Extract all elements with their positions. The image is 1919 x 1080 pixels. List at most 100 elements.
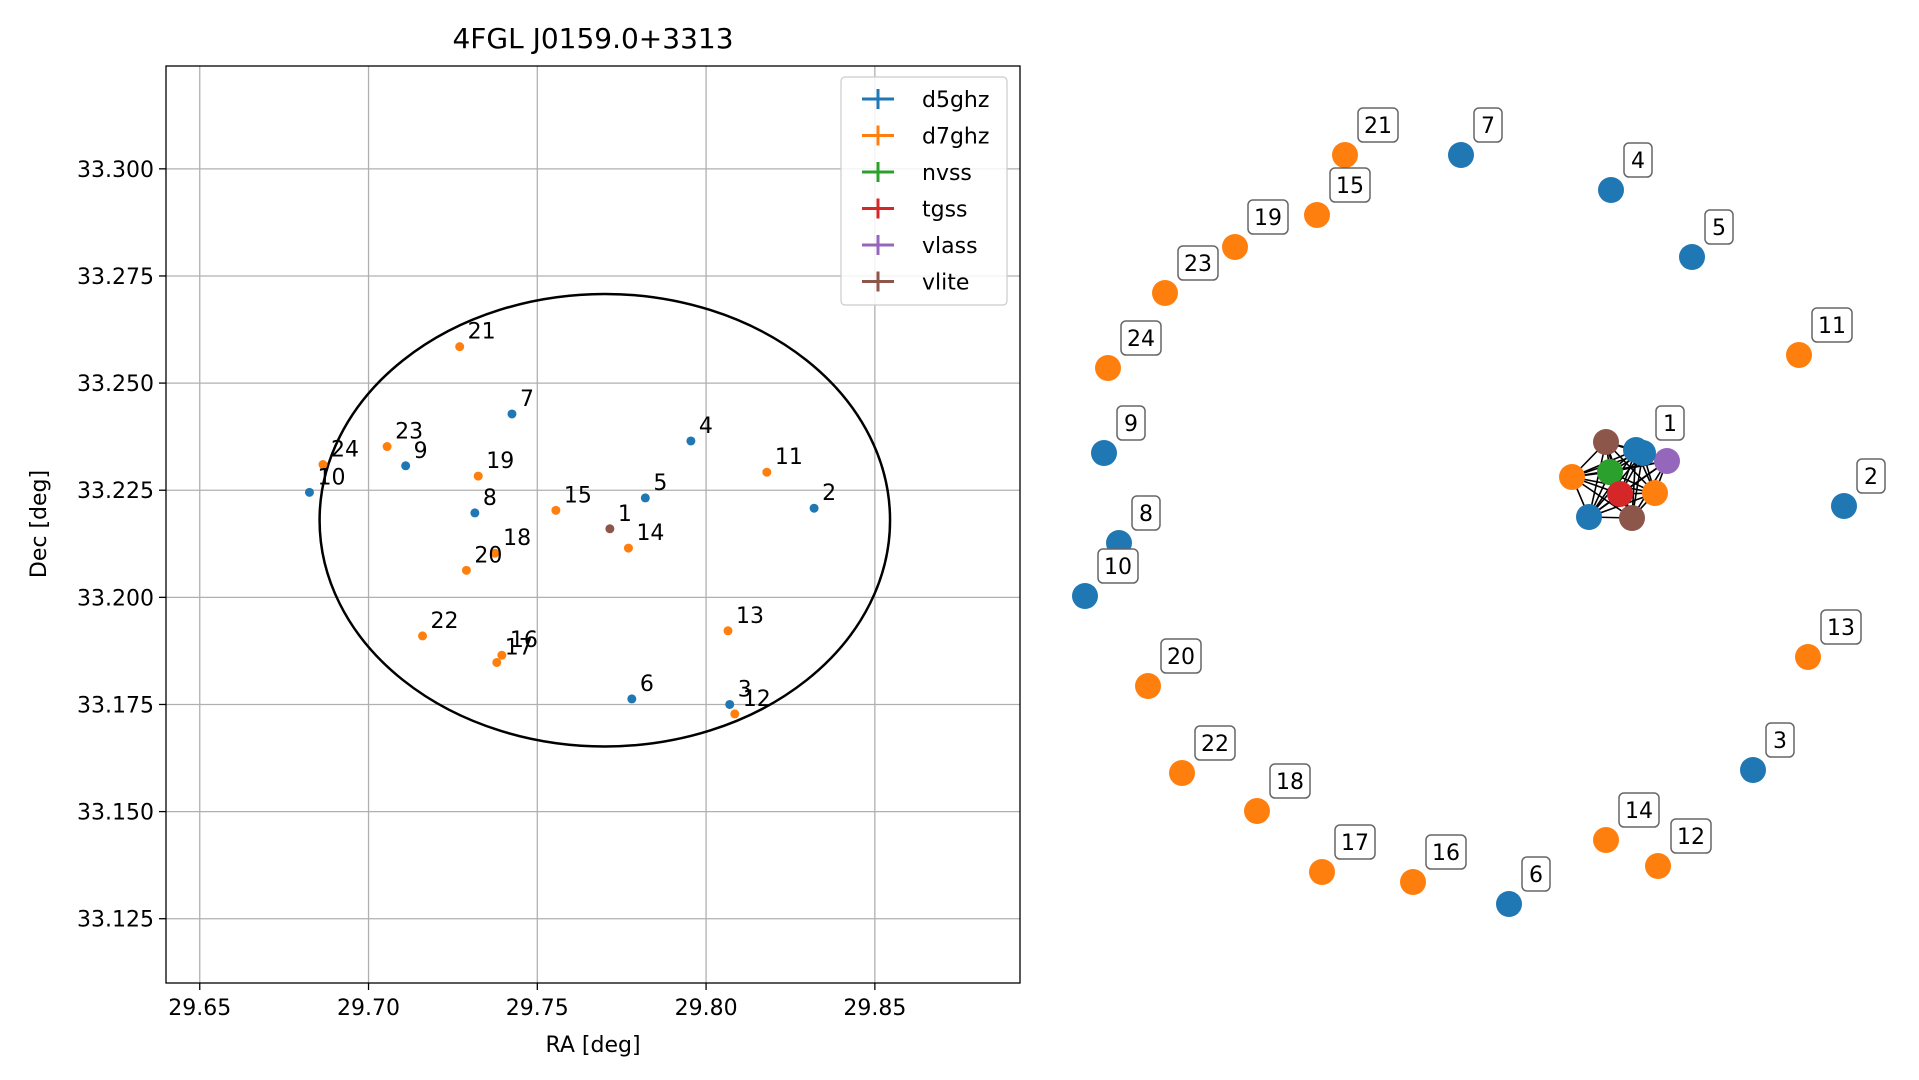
legend-entry-vlite: vlite bbox=[922, 271, 969, 296]
node-label-box bbox=[1765, 722, 1795, 758]
network-node-2 bbox=[1831, 493, 1857, 519]
legend-entry-d7ghz: d7ghz bbox=[922, 125, 989, 150]
network-node-label-24: 24 bbox=[1120, 320, 1162, 356]
node-label-text: 23 bbox=[1184, 252, 1212, 277]
network-node-label-20: 20 bbox=[1160, 638, 1202, 674]
network-node-12 bbox=[1645, 853, 1671, 879]
node-label-box bbox=[1334, 824, 1376, 860]
node-label-box bbox=[1097, 548, 1139, 584]
network-node-18 bbox=[1244, 798, 1270, 824]
node-label-text: 5 bbox=[1712, 216, 1726, 241]
node-label-box bbox=[1623, 142, 1653, 178]
network-node-9 bbox=[1091, 440, 1117, 466]
network-node-label-14: 14 bbox=[1618, 792, 1660, 828]
node-label-box bbox=[1120, 320, 1162, 356]
node-label-text: 16 bbox=[1432, 841, 1460, 866]
scatter-point-23 bbox=[382, 442, 392, 452]
network-node-label-12: 12 bbox=[1670, 818, 1712, 854]
node-label-box bbox=[1655, 405, 1685, 441]
node-label-text: 24 bbox=[1127, 327, 1155, 352]
scatter-point-label-16: 16 bbox=[510, 628, 538, 653]
network-node-11 bbox=[1786, 342, 1812, 368]
node-label-box bbox=[1704, 209, 1734, 245]
scatter-point-24 bbox=[318, 460, 328, 470]
scatter-point-21 bbox=[455, 342, 465, 352]
x-ticks: 29.65 29.70 29.75 29.80 29.85 bbox=[168, 983, 906, 1021]
node-label-text: 22 bbox=[1201, 732, 1229, 757]
node-label-box bbox=[1269, 763, 1311, 799]
scatter-point-label-2: 2 bbox=[822, 481, 836, 506]
scatter-point-2 bbox=[809, 503, 819, 513]
node-label-text: 9 bbox=[1124, 412, 1138, 437]
scatter-point-18 bbox=[490, 548, 500, 558]
network-node-14 bbox=[1593, 827, 1619, 853]
scatter-point-22 bbox=[418, 631, 428, 641]
localization-ellipse bbox=[318, 292, 892, 748]
node-label-text: 2 bbox=[1864, 465, 1878, 490]
scatter-point-label-6: 6 bbox=[640, 672, 654, 697]
scatter-point-5 bbox=[640, 493, 650, 503]
node-label-box bbox=[1160, 638, 1202, 674]
network-node-10 bbox=[1072, 583, 1098, 609]
network-node-label-6: 6 bbox=[1521, 856, 1551, 892]
scatter-point-label-19: 19 bbox=[486, 449, 514, 474]
scatter-point-label-13: 13 bbox=[736, 604, 764, 629]
x-tick-label: 29.70 bbox=[337, 996, 400, 1021]
scatter-point-label-17: 17 bbox=[505, 635, 533, 660]
scatter-point-label-12: 12 bbox=[743, 687, 771, 712]
scatter-point-label-11: 11 bbox=[775, 445, 803, 470]
node-label-text: 1 bbox=[1663, 412, 1677, 437]
node-label-box bbox=[1357, 107, 1399, 143]
node-label-box bbox=[1670, 818, 1712, 854]
network-node-c9 bbox=[1607, 481, 1633, 507]
network-node-21 bbox=[1332, 142, 1358, 168]
node-label-box bbox=[1425, 834, 1467, 870]
x-tick-label: 29.75 bbox=[506, 996, 569, 1021]
network-node-label-13: 13 bbox=[1820, 609, 1862, 645]
scatter-point-4 bbox=[686, 436, 696, 446]
node-label-box bbox=[1521, 856, 1551, 892]
network-node-17 bbox=[1309, 859, 1335, 885]
scatter-point-9 bbox=[401, 461, 411, 471]
network-node-15 bbox=[1304, 202, 1330, 228]
network-node-c6 bbox=[1576, 504, 1602, 530]
network-node-label-8: 8 bbox=[1131, 495, 1161, 531]
network-node-label-4: 4 bbox=[1623, 142, 1653, 178]
scatter-point-1 bbox=[605, 524, 615, 534]
scatter-point-15 bbox=[551, 505, 561, 515]
node-label-text: 13 bbox=[1827, 616, 1855, 641]
network-node-1 bbox=[1630, 440, 1656, 466]
x-axis-label: RA [deg] bbox=[545, 1033, 640, 1058]
network-node-4 bbox=[1598, 177, 1624, 203]
scatter-point-16 bbox=[497, 650, 507, 660]
network-node-label-1: 1 bbox=[1655, 405, 1685, 441]
scatter-point-6 bbox=[627, 694, 637, 704]
scatter-point-label-24: 24 bbox=[331, 438, 359, 463]
y-tick-label: 33.125 bbox=[77, 908, 154, 933]
scatter-point-label-7: 7 bbox=[520, 387, 534, 412]
node-label-text: 19 bbox=[1254, 206, 1282, 231]
network-node-label-11: 11 bbox=[1811, 307, 1853, 343]
network-node-label-10: 10 bbox=[1097, 548, 1139, 584]
scatter-point-label-8: 8 bbox=[483, 486, 497, 511]
y-tick-label: 33.300 bbox=[77, 158, 154, 183]
node-label-text: 20 bbox=[1167, 645, 1195, 670]
node-label-text: 14 bbox=[1625, 799, 1653, 824]
scatter-point-7 bbox=[507, 409, 517, 419]
legend-entry-nvss: nvss bbox=[922, 161, 972, 186]
scatter-point-17 bbox=[492, 657, 502, 667]
network-node-label-2: 2 bbox=[1856, 458, 1886, 494]
network-node-label-16: 16 bbox=[1425, 834, 1467, 870]
network-node-label-18: 18 bbox=[1269, 763, 1311, 799]
node-label-text: 12 bbox=[1677, 825, 1705, 850]
network-node-c1 bbox=[1593, 429, 1619, 455]
node-label-text: 21 bbox=[1364, 114, 1392, 139]
network-node-22 bbox=[1169, 760, 1195, 786]
network-node-7 bbox=[1448, 142, 1474, 168]
network-node-label-22: 22 bbox=[1194, 725, 1236, 761]
legend-entry-vlass: vlass bbox=[922, 234, 978, 259]
network-node-3 bbox=[1740, 757, 1766, 783]
